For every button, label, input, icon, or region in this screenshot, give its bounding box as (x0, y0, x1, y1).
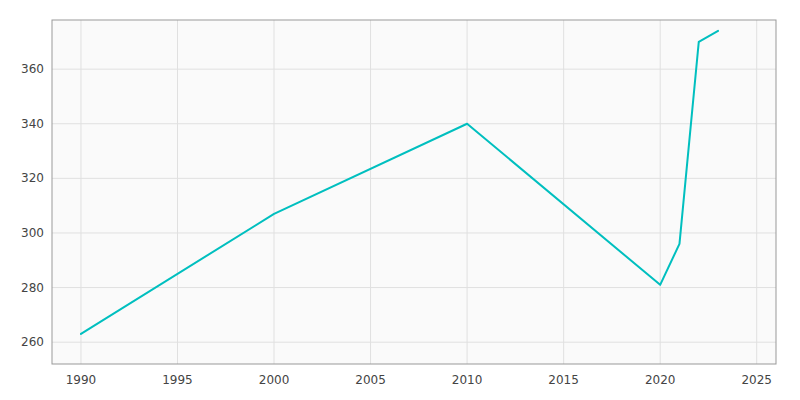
x-grid-line (80, 20, 81, 364)
x-tick-label: 2020 (645, 373, 676, 387)
x-tick-label: 2010 (452, 373, 483, 387)
y-tick-label: 300 (21, 226, 44, 240)
y-tick-label: 260 (21, 335, 44, 349)
y-grid-line (52, 123, 776, 124)
data-line (81, 31, 718, 334)
data-group (81, 31, 718, 334)
x-tick-label: 1995 (162, 373, 193, 387)
x-tick-label: 2025 (741, 373, 772, 387)
plot-background (52, 20, 776, 364)
y-grid-line (52, 178, 776, 179)
y-grid-line (52, 69, 776, 70)
x-tick-label: 1990 (66, 373, 97, 387)
x-tick-label: 2005 (355, 373, 386, 387)
y-tick-label: 320 (21, 171, 44, 185)
y-grid-line (52, 342, 776, 343)
x-grid-line (660, 20, 661, 364)
axes: 1990 1995 2000 2005 2010 2015 2020 2025 260 280 30… (21, 20, 776, 387)
x-grid-line (274, 20, 275, 364)
grid (52, 20, 776, 364)
y-grid-line (52, 232, 776, 233)
y-tick-label: 280 (21, 281, 44, 295)
x-grid-line (370, 20, 371, 364)
y-grid-line (52, 287, 776, 288)
chart-container: 1990 1995 2000 2005 2010 2015 2020 2025 260 280 30… (0, 0, 800, 400)
x-grid-line (177, 20, 178, 364)
x-tick-label: 2015 (548, 373, 579, 387)
x-grid-line (756, 20, 757, 364)
plot-frame (52, 20, 776, 364)
x-tick-label: 2000 (259, 373, 290, 387)
x-grid-line (467, 20, 468, 364)
chart-svg: 1990 1995 2000 2005 2010 2015 2020 2025 260 280 30… (0, 0, 800, 400)
y-tick-label: 360 (21, 62, 44, 76)
y-tick-label: 340 (21, 117, 44, 131)
x-grid-line (563, 20, 564, 364)
